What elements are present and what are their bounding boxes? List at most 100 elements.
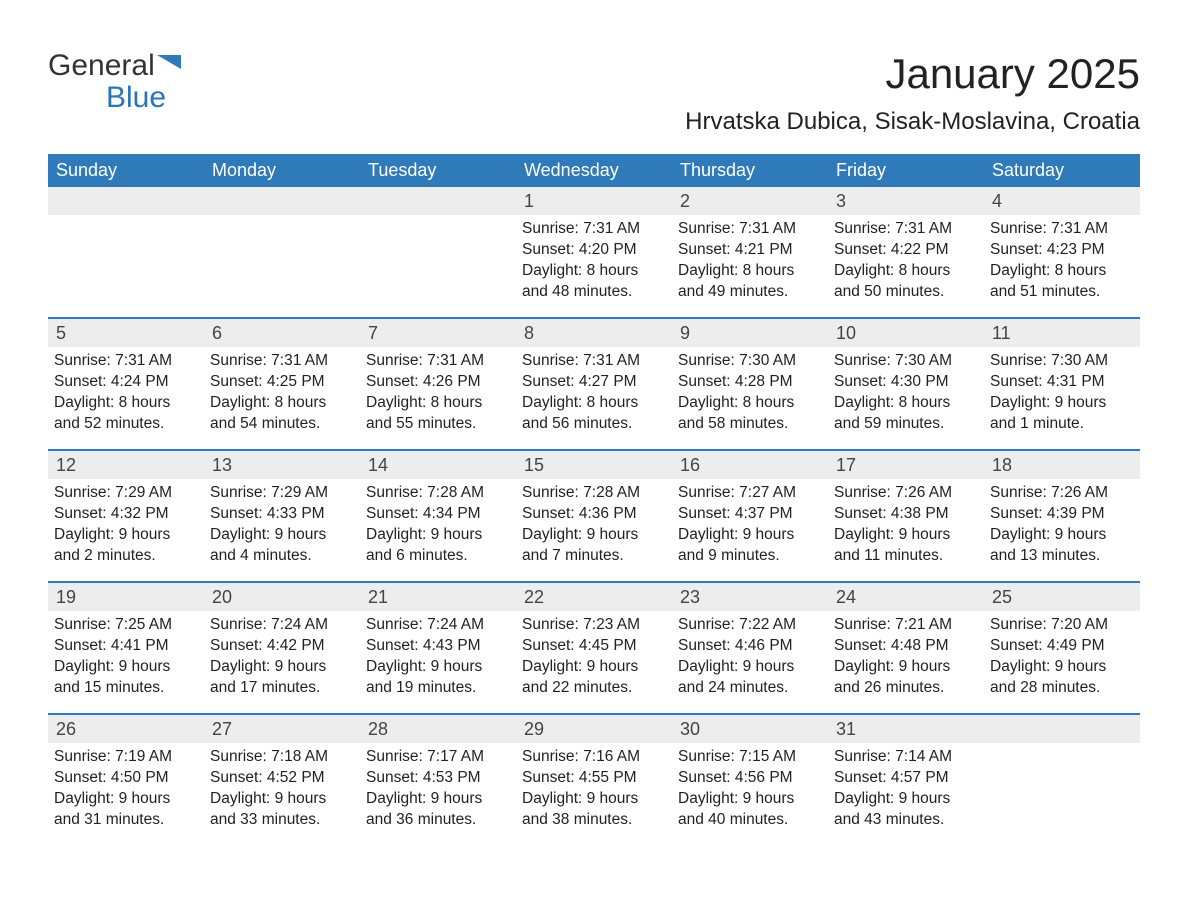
daylight-line1: Daylight: 8 hours — [210, 393, 354, 414]
calendar-day: 2Sunrise: 7:31 AMSunset: 4:21 PMDaylight… — [672, 187, 828, 317]
daylight-line2: and 33 minutes. — [210, 810, 354, 831]
daylight-line1: Daylight: 8 hours — [834, 393, 978, 414]
day-number: 31 — [828, 715, 984, 743]
sunrise-text: Sunrise: 7:29 AM — [54, 483, 198, 504]
week-row: 1Sunrise: 7:31 AMSunset: 4:20 PMDaylight… — [48, 187, 1140, 317]
weekday-wednesday: Wednesday — [516, 154, 672, 187]
sunrise-text: Sunrise: 7:19 AM — [54, 747, 198, 768]
sunset-text: Sunset: 4:48 PM — [834, 636, 978, 657]
daylight-line1: Daylight: 9 hours — [522, 789, 666, 810]
calendar-day: 23Sunrise: 7:22 AMSunset: 4:46 PMDayligh… — [672, 583, 828, 713]
sunrise-text: Sunrise: 7:30 AM — [990, 351, 1134, 372]
sunrise-text: Sunrise: 7:26 AM — [834, 483, 978, 504]
daylight-line1: Daylight: 9 hours — [366, 657, 510, 678]
sunset-text: Sunset: 4:28 PM — [678, 372, 822, 393]
calendar-day: 27Sunrise: 7:18 AMSunset: 4:52 PMDayligh… — [204, 715, 360, 845]
daylight-line2: and 40 minutes. — [678, 810, 822, 831]
sunrise-text: Sunrise: 7:27 AM — [678, 483, 822, 504]
weekday-sunday: Sunday — [48, 154, 204, 187]
day-number: 20 — [204, 583, 360, 611]
sunrise-text: Sunrise: 7:26 AM — [990, 483, 1134, 504]
calendar-day: 16Sunrise: 7:27 AMSunset: 4:37 PMDayligh… — [672, 451, 828, 581]
sunrise-text: Sunrise: 7:23 AM — [522, 615, 666, 636]
weekday-saturday: Saturday — [984, 154, 1140, 187]
daylight-line2: and 36 minutes. — [366, 810, 510, 831]
sunrise-text: Sunrise: 7:31 AM — [678, 219, 822, 240]
daylight-line1: Daylight: 9 hours — [210, 525, 354, 546]
daylight-line1: Daylight: 9 hours — [834, 525, 978, 546]
daylight-line2: and 26 minutes. — [834, 678, 978, 699]
sunrise-text: Sunrise: 7:29 AM — [210, 483, 354, 504]
day-number: 24 — [828, 583, 984, 611]
daylight-line2: and 24 minutes. — [678, 678, 822, 699]
daylight-line2: and 59 minutes. — [834, 414, 978, 435]
daylight-line1: Daylight: 9 hours — [990, 525, 1134, 546]
daylight-line1: Daylight: 8 hours — [54, 393, 198, 414]
sunset-text: Sunset: 4:43 PM — [366, 636, 510, 657]
sunset-text: Sunset: 4:41 PM — [54, 636, 198, 657]
calendar-day: 24Sunrise: 7:21 AMSunset: 4:48 PMDayligh… — [828, 583, 984, 713]
sunset-text: Sunset: 4:33 PM — [210, 504, 354, 525]
week-row: 5Sunrise: 7:31 AMSunset: 4:24 PMDaylight… — [48, 317, 1140, 449]
calendar-day: 12Sunrise: 7:29 AMSunset: 4:32 PMDayligh… — [48, 451, 204, 581]
day-number: 28 — [360, 715, 516, 743]
week-row: 19Sunrise: 7:25 AMSunset: 4:41 PMDayligh… — [48, 581, 1140, 713]
sunset-text: Sunset: 4:52 PM — [210, 768, 354, 789]
title-block: January 2025 Hrvatska Dubica, Sisak-Mosl… — [685, 50, 1140, 136]
daylight-line1: Daylight: 9 hours — [990, 393, 1134, 414]
sunset-text: Sunset: 4:27 PM — [522, 372, 666, 393]
day-number: 15 — [516, 451, 672, 479]
brand-text: General Blue — [48, 50, 185, 113]
daylight-line1: Daylight: 8 hours — [522, 261, 666, 282]
day-number: 2 — [672, 187, 828, 215]
calendar: Sunday Monday Tuesday Wednesday Thursday… — [48, 154, 1140, 845]
day-number: 27 — [204, 715, 360, 743]
sunrise-text: Sunrise: 7:28 AM — [366, 483, 510, 504]
daylight-line1: Daylight: 9 hours — [678, 657, 822, 678]
daylight-line1: Daylight: 9 hours — [834, 789, 978, 810]
calendar-day: 14Sunrise: 7:28 AMSunset: 4:34 PMDayligh… — [360, 451, 516, 581]
sunrise-text: Sunrise: 7:31 AM — [210, 351, 354, 372]
daylight-line1: Daylight: 9 hours — [522, 525, 666, 546]
daylight-line1: Daylight: 9 hours — [522, 657, 666, 678]
sunset-text: Sunset: 4:20 PM — [522, 240, 666, 261]
sunset-text: Sunset: 4:31 PM — [990, 372, 1134, 393]
day-number: 5 — [48, 319, 204, 347]
sunset-text: Sunset: 4:45 PM — [522, 636, 666, 657]
brand-logo: General Blue — [48, 50, 185, 113]
daylight-line1: Daylight: 8 hours — [678, 393, 822, 414]
day-number: 30 — [672, 715, 828, 743]
calendar-day: 15Sunrise: 7:28 AMSunset: 4:36 PMDayligh… — [516, 451, 672, 581]
header: General Blue January 2025 Hrvatska Dubic… — [48, 50, 1140, 136]
day-number: 22 — [516, 583, 672, 611]
sunrise-text: Sunrise: 7:15 AM — [678, 747, 822, 768]
daylight-line1: Daylight: 8 hours — [834, 261, 978, 282]
day-number: 14 — [360, 451, 516, 479]
sunset-text: Sunset: 4:55 PM — [522, 768, 666, 789]
calendar-day: 17Sunrise: 7:26 AMSunset: 4:38 PMDayligh… — [828, 451, 984, 581]
sunset-text: Sunset: 4:37 PM — [678, 504, 822, 525]
day-number: 6 — [204, 319, 360, 347]
day-number: 17 — [828, 451, 984, 479]
daylight-line2: and 49 minutes. — [678, 282, 822, 303]
calendar-day — [984, 715, 1140, 845]
weekday-header-row: Sunday Monday Tuesday Wednesday Thursday… — [48, 154, 1140, 187]
sunset-text: Sunset: 4:53 PM — [366, 768, 510, 789]
daylight-line2: and 52 minutes. — [54, 414, 198, 435]
calendar-day: 21Sunrise: 7:24 AMSunset: 4:43 PMDayligh… — [360, 583, 516, 713]
daylight-line2: and 48 minutes. — [522, 282, 666, 303]
daylight-line2: and 9 minutes. — [678, 546, 822, 567]
day-number: 7 — [360, 319, 516, 347]
sunrise-text: Sunrise: 7:24 AM — [210, 615, 354, 636]
sunset-text: Sunset: 4:21 PM — [678, 240, 822, 261]
weekday-tuesday: Tuesday — [360, 154, 516, 187]
daylight-line2: and 4 minutes. — [210, 546, 354, 567]
day-number: 4 — [984, 187, 1140, 215]
day-number: 9 — [672, 319, 828, 347]
calendar-day: 10Sunrise: 7:30 AMSunset: 4:30 PMDayligh… — [828, 319, 984, 449]
calendar-day: 1Sunrise: 7:31 AMSunset: 4:20 PMDaylight… — [516, 187, 672, 317]
month-title: January 2025 — [685, 50, 1140, 98]
sunrise-text: Sunrise: 7:31 AM — [54, 351, 198, 372]
day-number: 21 — [360, 583, 516, 611]
day-number: 19 — [48, 583, 204, 611]
